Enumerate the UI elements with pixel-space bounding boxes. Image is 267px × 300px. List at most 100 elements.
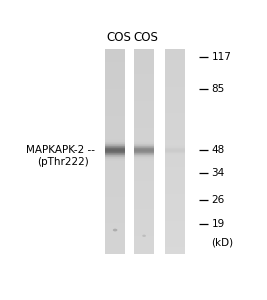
Bar [105, 128, 125, 129]
Bar [165, 79, 185, 80]
Bar [165, 213, 185, 214]
Bar [165, 68, 185, 69]
Bar [105, 160, 125, 161]
Bar [105, 219, 125, 220]
Text: 85: 85 [211, 84, 225, 94]
Bar [105, 76, 125, 77]
Bar [105, 77, 125, 78]
Bar [165, 59, 185, 60]
Bar [105, 209, 125, 210]
Bar [105, 215, 125, 216]
Bar [134, 174, 154, 175]
Bar [165, 131, 185, 132]
Bar [105, 213, 125, 214]
Bar [105, 133, 125, 134]
Bar [165, 145, 185, 146]
Bar [134, 105, 154, 106]
Bar [105, 83, 125, 84]
Bar [134, 97, 154, 98]
Text: 26: 26 [211, 195, 225, 205]
Bar [105, 49, 125, 50]
Bar [165, 215, 185, 216]
Bar [165, 204, 185, 205]
Bar [105, 109, 125, 110]
Bar [105, 239, 125, 240]
Bar [165, 198, 185, 199]
Bar [134, 111, 154, 112]
Bar [105, 81, 125, 82]
Bar [105, 231, 125, 232]
Bar [134, 175, 154, 176]
Bar [105, 149, 125, 150]
Bar [134, 123, 154, 124]
Bar [134, 84, 154, 85]
Bar [105, 226, 125, 227]
Bar [134, 226, 154, 227]
Bar [105, 130, 125, 131]
Bar [165, 91, 185, 92]
Bar [165, 75, 185, 76]
Bar [134, 119, 154, 120]
Bar [134, 251, 154, 252]
Bar [165, 243, 185, 244]
Bar [134, 144, 154, 145]
Bar [105, 218, 125, 219]
Bar [105, 222, 125, 223]
Bar [134, 169, 154, 170]
Bar [105, 90, 125, 91]
Bar [165, 83, 185, 84]
Bar [105, 183, 125, 184]
Bar [105, 214, 125, 215]
Bar [134, 176, 154, 177]
Bar [165, 236, 185, 237]
Bar [165, 159, 185, 160]
Bar [105, 110, 125, 111]
Bar [134, 145, 154, 146]
Bar [165, 120, 185, 121]
Bar [134, 127, 154, 128]
Bar [105, 155, 125, 156]
Bar [134, 227, 154, 228]
Bar [165, 62, 185, 63]
Bar [105, 194, 125, 195]
Bar [105, 140, 125, 141]
Bar [105, 112, 125, 113]
Bar [105, 108, 125, 109]
Bar [134, 239, 154, 240]
Bar [165, 139, 185, 140]
Bar [165, 81, 185, 82]
Bar [134, 206, 154, 207]
Bar [105, 138, 125, 139]
Bar [105, 123, 125, 124]
Bar [134, 189, 154, 190]
Bar [165, 113, 185, 114]
Bar [165, 158, 185, 159]
Bar [165, 127, 185, 128]
Bar [105, 223, 125, 224]
Bar [165, 200, 185, 201]
Bar [105, 190, 125, 191]
Bar [165, 248, 185, 249]
Bar [105, 203, 125, 204]
Bar [105, 251, 125, 252]
Bar [134, 228, 154, 229]
Bar [165, 98, 185, 99]
Bar [134, 82, 154, 83]
Bar [105, 69, 125, 70]
Bar [105, 126, 125, 127]
Bar [134, 240, 154, 241]
Bar [105, 161, 125, 162]
Bar [105, 245, 125, 246]
Bar [134, 56, 154, 57]
Bar [134, 197, 154, 198]
Bar [105, 176, 125, 177]
Bar [105, 144, 125, 145]
Bar [105, 51, 125, 52]
Bar [165, 188, 185, 189]
Bar [165, 95, 185, 96]
Bar [105, 88, 125, 89]
Bar [134, 80, 154, 81]
Bar [105, 235, 125, 236]
Bar [105, 233, 125, 234]
Bar [165, 165, 185, 166]
